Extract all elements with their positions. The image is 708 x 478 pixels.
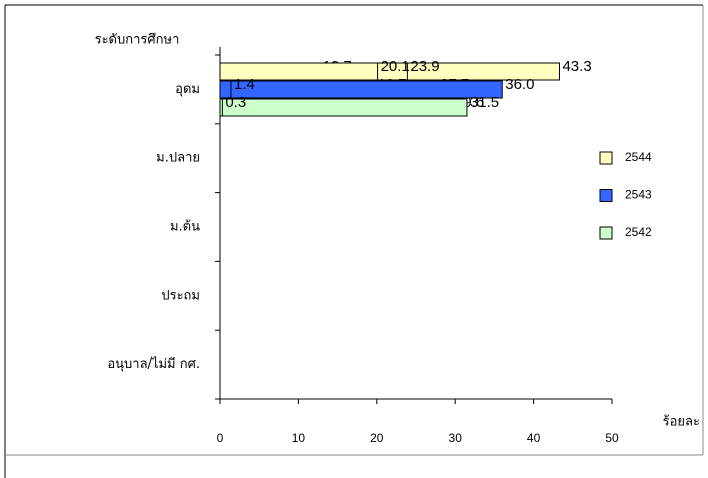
y-tick-label: ม.ต้น (170, 220, 200, 235)
y-tick-label: อนุบาล/ไม่มี กศ. (107, 356, 200, 372)
x-tick-label: 40 (527, 431, 541, 445)
legend-label: 2544 (625, 150, 652, 164)
y-tick-label: ประถม (161, 288, 200, 303)
bar (219, 62, 379, 81)
legend-label: 2543 (625, 188, 652, 202)
x-tick-label: 20 (370, 431, 384, 445)
legend-swatch (599, 151, 613, 165)
value-label: 31.5 (470, 94, 499, 111)
value-label: 0.3 (225, 94, 246, 111)
bar (219, 80, 503, 99)
legend-swatch (599, 189, 613, 202)
legend-label: 2542 (625, 225, 652, 239)
bar (219, 98, 223, 117)
value-label: 23.9 (410, 58, 439, 75)
bar (219, 80, 232, 99)
value-label: 36.0 (505, 76, 534, 93)
value-label: 43.3 (562, 58, 591, 75)
x-tick-label: 30 (449, 431, 463, 445)
y-tick-label: ม.ปลาย (156, 151, 200, 166)
legend-swatch (599, 226, 613, 240)
bar (219, 98, 468, 117)
x-axis-title: ร้อยละ (663, 415, 700, 430)
x-tick-label: 50 (605, 431, 619, 445)
value-label: 20.1 (381, 58, 410, 75)
y-tick-label: อุดม (175, 82, 200, 97)
x-tick-label: 10 (292, 431, 306, 445)
value-label: 1.4 (234, 76, 255, 93)
x-tick-label: 0 (217, 431, 224, 445)
y-axis-title: ระดับการศึกษา (95, 33, 180, 48)
